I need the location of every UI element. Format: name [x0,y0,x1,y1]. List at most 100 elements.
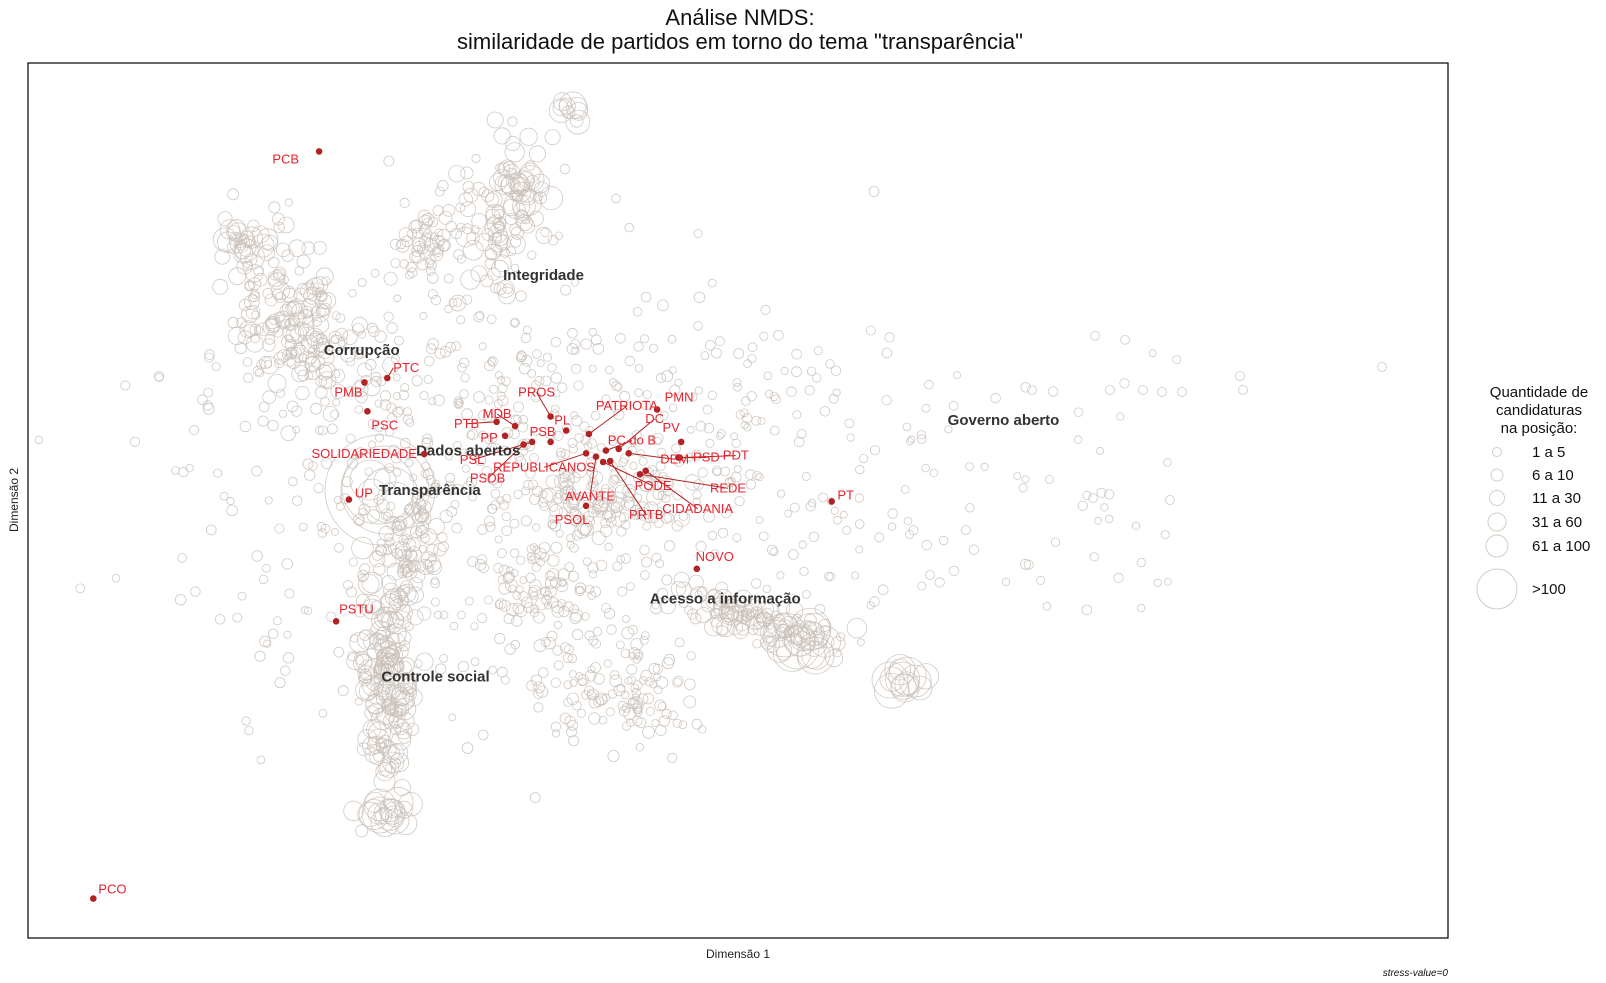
candidate-bubble [386,402,397,414]
candidate-bubble [639,476,656,493]
candidate-bubble [591,638,601,649]
candidate-bubble [572,700,582,711]
candidate-bubble [539,186,564,211]
candidate-bubble [381,610,404,633]
candidate-bubble [244,252,258,266]
candidate-bubble [315,290,328,303]
candidate-bubble [1103,489,1115,500]
candidate-bubble [1157,387,1167,397]
candidate-bubble [392,392,401,401]
candidate-bubble [411,375,423,387]
candidate-bubble [606,624,617,635]
candidate-bubble [416,259,428,271]
candidate-bubble [386,322,398,334]
candidate-bubble [325,611,337,622]
candidate-bubble [580,612,590,621]
candidate-bubble [258,244,276,262]
candidate-bubble [285,347,298,360]
candidate-bubble [657,475,674,493]
candidate-bubble [400,383,410,393]
candidate-bubble [884,332,895,343]
candidate-bubble [460,201,477,218]
candidate-bubble [776,571,785,580]
candidate-bubble [515,455,527,467]
candidate-bubble [430,294,442,306]
candidate-bubble [1163,458,1172,467]
candidate-bubble [925,570,935,580]
candidate-bubble [515,555,526,565]
candidate-bubble [423,374,433,384]
candidate-bubble [204,352,215,363]
candidate-bubble [614,484,630,500]
candidate-bubble [428,518,445,535]
candidate-bubble [559,579,567,587]
candidate-bubble [264,333,276,345]
candidate-bubble [397,558,414,575]
legend-keys: 1 a 5 6 a 10 11 a 30 31 a 60 61 a 100 >100 [1476,444,1590,610]
candidate-bubble [374,433,384,443]
candidate-bubble [262,338,276,352]
candidate-bubble [500,176,519,195]
candidate-bubble [310,402,322,415]
legend-key-label: 11 a 30 [1532,490,1581,507]
candidate-bubble [806,366,817,377]
candidate-bubble [649,680,658,689]
candidate-bubble [813,346,823,356]
candidate-bubble [519,162,541,184]
candidate-bubble [571,628,584,641]
candidate-bubble [484,243,502,261]
party-point [582,450,590,457]
candidate-bubble [473,311,485,323]
candidate-bubble [764,619,792,648]
candidate-bubble [265,317,281,334]
candidate-bubble [502,493,512,504]
candidate-bubble [405,546,422,563]
candidate-bubble [330,409,340,419]
legend-key-label: >100 [1532,581,1566,598]
candidate-bubble [517,165,545,193]
candidate-bubble [686,651,696,661]
candidate-bubble [569,543,579,553]
candidate-bubble [793,436,805,448]
candidate-bubble [743,359,752,368]
candidate-bubble [590,334,602,346]
candidate-bubble [319,361,336,379]
candidate-bubble [1113,572,1124,584]
candidate-bubble [417,243,429,255]
party-point [642,467,649,475]
candidate-bubble [439,654,448,663]
candidate-bubble [549,503,563,518]
candidate-bubble [570,278,580,287]
candidate-bubble [527,555,536,564]
candidate-bubble [583,441,593,451]
candidate-bubble [678,720,688,730]
candidate-bubble [498,582,512,595]
candidate-bubble [388,744,405,761]
candidate-bubble [574,523,590,539]
party-label: PTC [393,360,419,375]
candidate-bubble [566,726,577,738]
candidate-bubble [535,597,548,611]
candidate-bubble [272,288,284,300]
candidate-bubble [791,348,802,360]
party-point [420,450,428,458]
candidate-bubble [566,540,575,549]
candidate-bubble [505,566,514,575]
candidate-bubble [547,519,557,530]
candidate-bubble [532,427,541,436]
candidate-bubble [953,371,962,380]
candidate-bubble [733,348,745,359]
candidate-bubble [607,689,618,699]
candidate-bubble [450,227,463,240]
candidate-bubble [330,383,346,399]
candidate-bubble [451,522,463,534]
candidate-bubble [642,390,652,400]
candidate-bubble [855,545,864,554]
candidate-bubble [258,574,269,585]
candidate-bubble [261,563,271,573]
candidate-bubble [632,307,643,317]
candidate-bubble [519,188,537,206]
candidate-bubble [553,660,564,671]
candidate-bubble [448,713,457,722]
